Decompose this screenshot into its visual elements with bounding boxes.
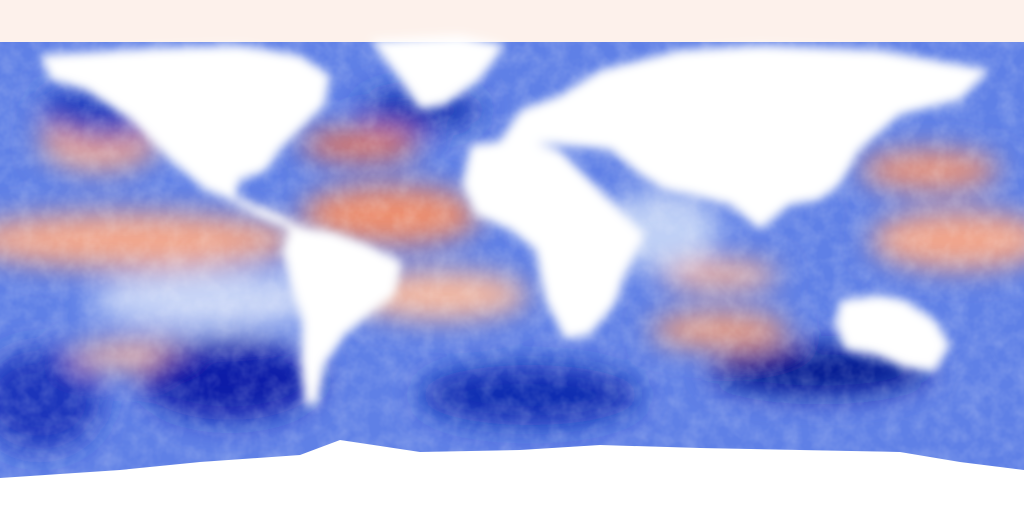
africa [462, 138, 645, 340]
eurasia [500, 45, 990, 230]
south-america [282, 225, 402, 405]
greenland [370, 35, 505, 110]
hudson-land [240, 70, 300, 110]
antarctica [0, 440, 1024, 512]
continents [40, 35, 990, 405]
australia [835, 295, 950, 372]
arctic [0, 0, 1024, 42]
